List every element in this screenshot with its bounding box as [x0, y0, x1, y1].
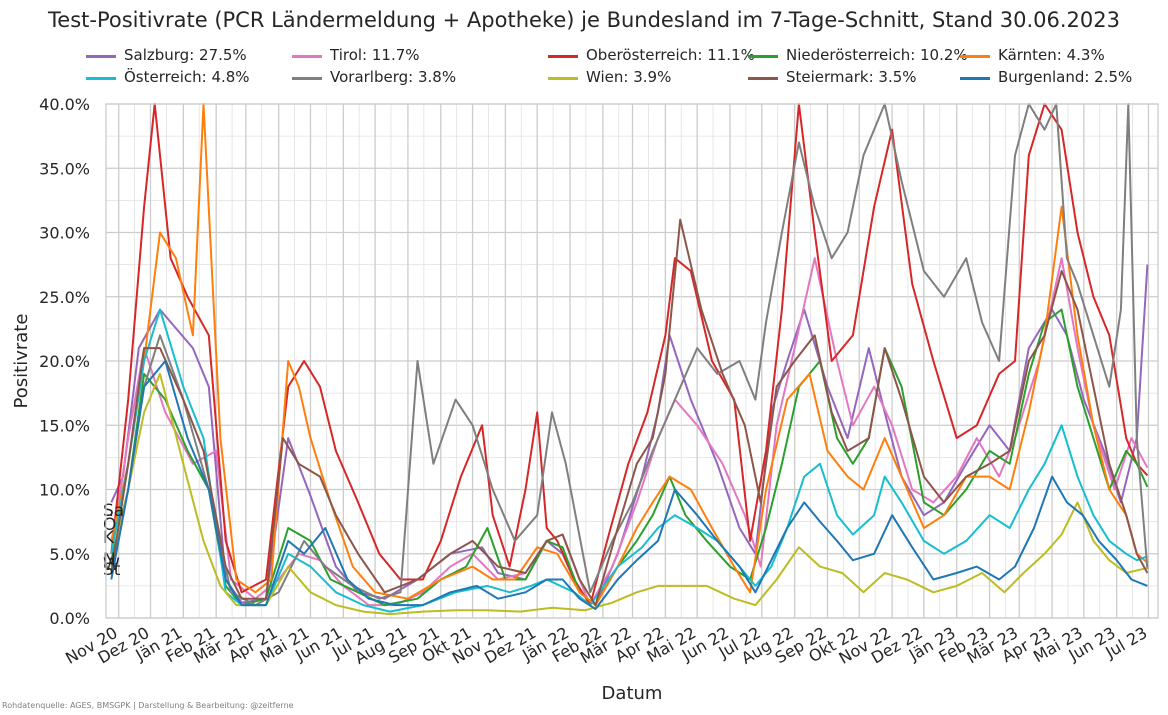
x-axis-label: Datum	[602, 683, 663, 704]
legend-label: Salzburg: 27.5%	[124, 46, 247, 64]
legend-label: Vorarlberg: 3.8%	[330, 68, 457, 86]
legend-swatch	[748, 77, 778, 80]
legend-label: Wien: 3.9%	[586, 68, 672, 86]
legend-label: Österreich: 4.8%	[124, 68, 250, 86]
y-axis-label: Positivrate	[11, 314, 32, 409]
series-line	[110, 103, 1149, 607]
y-tick-label: 5.0%	[49, 545, 90, 564]
legend-swatch	[548, 55, 578, 58]
series-start-label: W	[103, 555, 120, 575]
legend-swatch	[960, 55, 990, 58]
plot-frame	[105, 103, 1159, 619]
series-line	[110, 308, 1148, 613]
legend-swatch	[292, 77, 322, 80]
series-line	[110, 103, 1149, 607]
chart-title: Test-Positivrate (PCR Ländermeldung + Ap…	[48, 8, 1120, 32]
source-note: Rohdatenquelle: AGES, BMSGPK | Darstellu…	[2, 701, 294, 710]
legend-swatch	[548, 77, 578, 80]
legend-swatch	[960, 77, 990, 80]
y-tick-label: 25.0%	[39, 288, 90, 307]
legend-swatch	[292, 55, 322, 58]
series-line	[110, 257, 1149, 607]
y-tick-label: 35.0%	[39, 159, 90, 178]
series-start-label: K	[103, 528, 115, 548]
y-tick-label: 0.0%	[49, 609, 90, 628]
series-line	[110, 264, 1149, 607]
legend-label: Oberösterreich: 11.1%	[586, 46, 755, 64]
legend: Salzburg: 27.5% Tirol: 11.7% Oberösterreic…	[86, 46, 1146, 90]
legend-label: Burgenland: 2.5%	[998, 68, 1133, 86]
legend-label: Niederösterreich: 10.2%	[786, 46, 968, 64]
series-line	[110, 103, 1149, 607]
legend-label: Tirol: 11.7%	[330, 46, 420, 64]
series-start-label: St	[103, 560, 121, 580]
legend-swatch	[86, 55, 116, 58]
legend-label: Steiermark: 3.5%	[786, 68, 917, 86]
legend-label: Kärnten: 4.3%	[998, 46, 1105, 64]
y-tick-label: 30.0%	[39, 224, 90, 243]
legend-swatch	[748, 55, 778, 58]
legend-swatch	[86, 77, 116, 80]
y-tick-label: 15.0%	[39, 416, 90, 435]
series-line	[110, 360, 1148, 610]
y-tick-label: 20.0%	[39, 352, 90, 371]
series-line	[110, 218, 1149, 607]
y-tick-label: 10.0%	[39, 481, 90, 500]
y-tick-label: 40.0%	[39, 95, 90, 114]
series-start-label: Sa	[103, 501, 124, 521]
